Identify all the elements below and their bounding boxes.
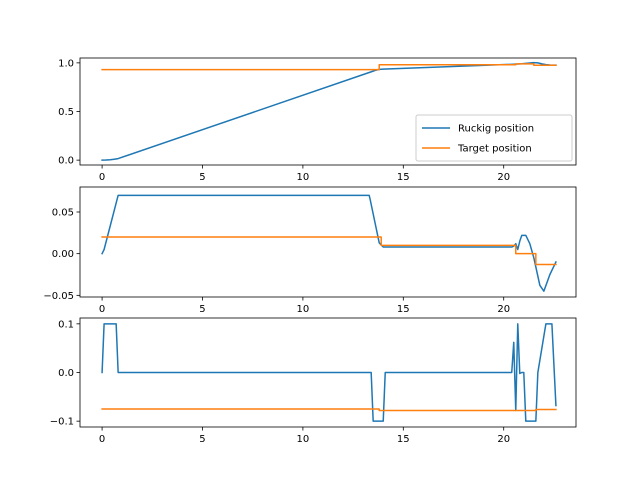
series-line-ruckig-position — [101, 61, 557, 161]
series-line-target-position — [101, 236, 557, 266]
subplot-1: 0 5 10 15 20 0.0 0.5 1.0 — [58, 57, 577, 183]
y-tick-label: 0.0 — [58, 156, 74, 167]
legend: Ruckig position Target position — [415, 114, 573, 162]
x-tick-label: 0 — [99, 434, 105, 445]
y-tick-label: −0.1 — [50, 417, 74, 428]
y-tick-label: 0.1 — [58, 319, 74, 330]
x-tick-label: 0 — [99, 304, 105, 315]
y-tick-label: 0.00 — [52, 249, 74, 260]
subplot-2: 0 5 10 15 20 −0.05 0.00 0.05 — [43, 186, 577, 315]
x-tick-label: 15 — [397, 172, 410, 183]
y-tick-label: 0.5 — [58, 107, 74, 118]
x-tick-label: 5 — [199, 172, 205, 183]
x-tick-label: 20 — [497, 304, 510, 315]
legend-label-target-position: Target position — [457, 144, 532, 155]
x-tick-label: 0 — [99, 172, 105, 183]
y-tick-label: −0.05 — [43, 291, 74, 302]
series-line-target-position — [101, 408, 557, 412]
series-line-target-position — [101, 63, 557, 71]
x-tick-label: 10 — [297, 304, 310, 315]
x-tick-label: 5 — [199, 434, 205, 445]
x-tick-label: 5 — [199, 304, 205, 315]
subplot-3: 0 5 10 15 20 −0.1 0.0 0.1 — [50, 317, 577, 445]
legend-label-ruckig-position: Ruckig position — [458, 124, 534, 135]
x-tick-label: 20 — [497, 172, 510, 183]
x-tick-label: 10 — [297, 172, 310, 183]
x-tick-label: 15 — [397, 304, 410, 315]
subplots: 0 5 10 15 20 0.0 0.5 1.0 0 5 10 15 20 −0.05 0.00 0.05 0 5… — [43, 57, 577, 445]
y-tick-label: 0.05 — [52, 208, 74, 219]
series-line-ruckig-position — [101, 323, 557, 422]
y-tick-label: 1.0 — [58, 58, 74, 69]
series-line-ruckig-position — [101, 194, 557, 292]
axes-frame — [79, 186, 577, 298]
x-tick-label: 20 — [497, 434, 510, 445]
x-tick-label: 10 — [297, 434, 310, 445]
y-tick-label: 0.0 — [58, 368, 74, 379]
x-tick-label: 15 — [397, 434, 410, 445]
legend-frame — [415, 114, 573, 162]
